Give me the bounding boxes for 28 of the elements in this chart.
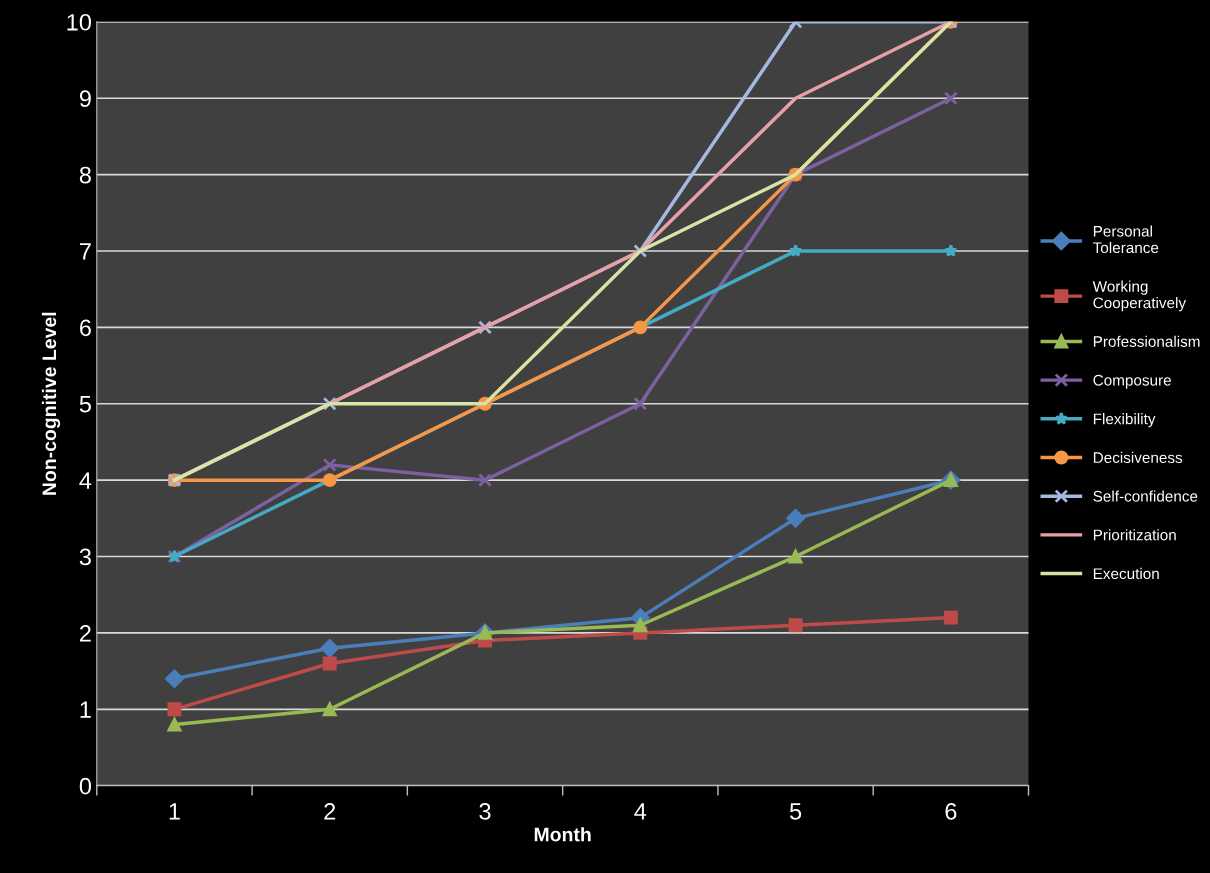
legend-label: Self-confidence: [1093, 490, 1198, 502]
y-tick-label: 10: [67, 13, 92, 31]
y-tick-label: 5: [79, 396, 91, 413]
legend-label: Flexibility: [1093, 413, 1156, 428]
y-tick-label: 9: [79, 90, 91, 107]
y-tick-label: 4: [79, 472, 92, 489]
x-tick-label: 4: [634, 803, 647, 820]
x-tick-label: 3: [479, 802, 491, 820]
x-axis-title: Month: [534, 827, 591, 842]
y-axis-title: Non-cognitive Level: [41, 312, 61, 495]
y-tick-label: 0: [79, 777, 92, 795]
x-tick-label: 5: [789, 803, 802, 820]
x-tick-label: 2: [324, 802, 336, 820]
y-tick-label: 6: [80, 319, 91, 337]
y-tick-label: 8: [79, 166, 91, 184]
legend-label: Execution: [1093, 567, 1159, 580]
y-tick-label: 7: [80, 243, 91, 260]
y-tick-label: 1: [80, 701, 91, 718]
legend-label: Personal Tolerance: [1093, 225, 1159, 254]
legend-label: Professionalism: [1093, 335, 1200, 347]
x-tick-label: 6: [945, 802, 957, 820]
legend-label: Prioritization: [1093, 529, 1176, 541]
x-tick-label: 1: [169, 803, 180, 820]
y-tick-label: 3: [79, 548, 91, 566]
legend-label: Composure: [1093, 374, 1171, 389]
legend-label: Working Cooperatively: [1092, 280, 1187, 312]
legend-label: Decisiveness: [1093, 451, 1183, 464]
y-tick-label: 2: [80, 624, 91, 642]
